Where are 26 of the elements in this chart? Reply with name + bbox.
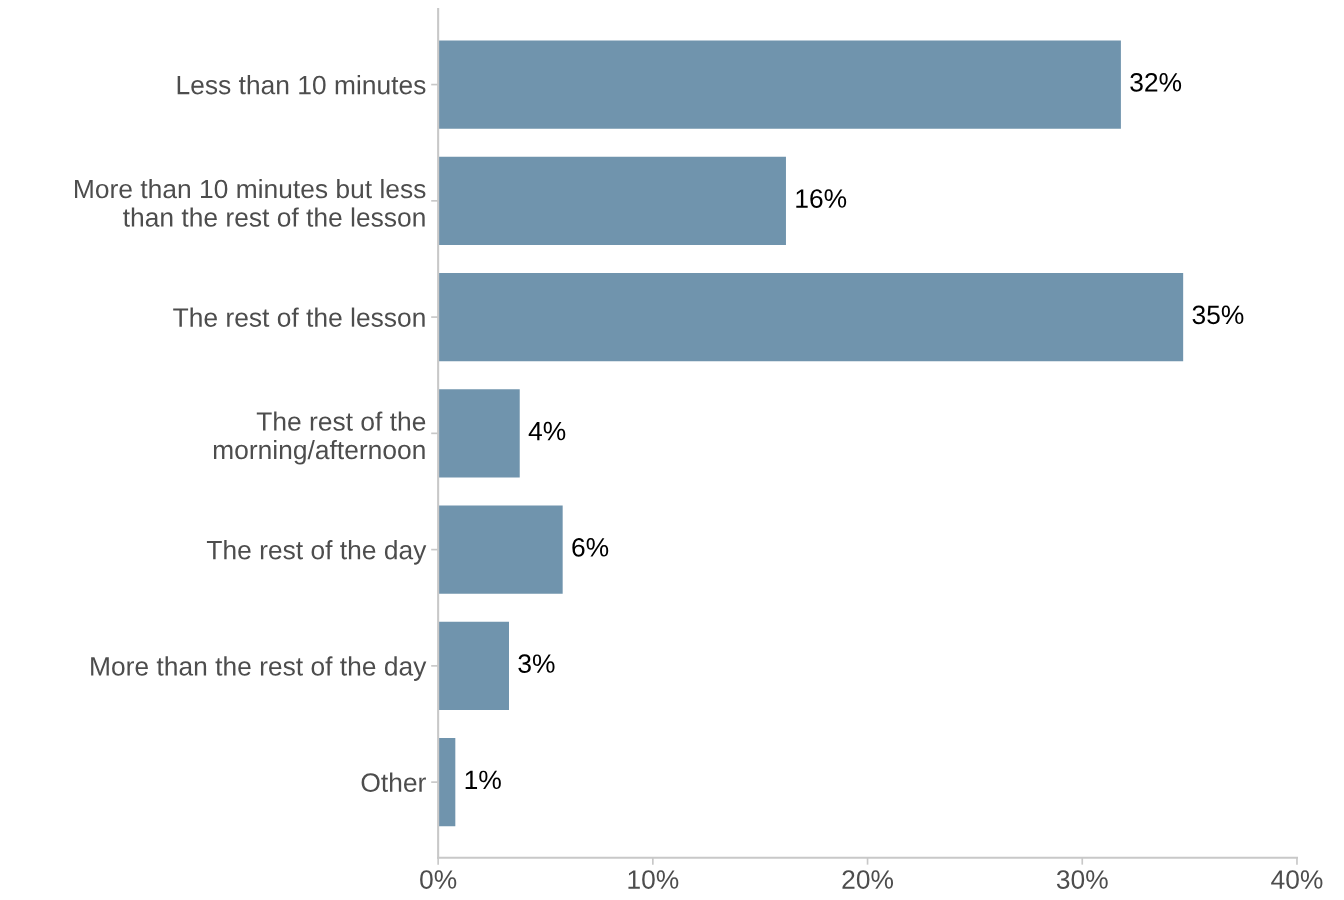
x-tick-label: 10% bbox=[628, 870, 679, 889]
y-tick-label: The rest of the day bbox=[206, 540, 427, 565]
data-label: 16% bbox=[796, 189, 847, 208]
data-label: 3% bbox=[518, 654, 555, 673]
y-tick-label: Other bbox=[361, 772, 426, 792]
data-label: 1% bbox=[465, 770, 501, 790]
data-label: 32% bbox=[1130, 72, 1182, 92]
x-tick-label: 0% bbox=[420, 870, 457, 889]
x-tick-label: 20% bbox=[842, 870, 894, 889]
bar bbox=[438, 737, 456, 827]
bar bbox=[438, 389, 520, 478]
bar bbox=[438, 505, 563, 594]
y-tick-label: The rest of the lesson bbox=[173, 307, 425, 327]
bar bbox=[438, 621, 509, 711]
data-label: 4% bbox=[528, 421, 566, 441]
data-label: 35% bbox=[1192, 305, 1244, 325]
bar bbox=[438, 156, 786, 246]
bar bbox=[438, 272, 1184, 362]
y-tick-label: More than the rest of the day bbox=[91, 656, 427, 681]
x-tick-label: 30% bbox=[1056, 870, 1108, 889]
y-tick-label: More than 10 minutes but less than the rest of the lesson bbox=[75, 178, 426, 227]
x-tick-label: 40% bbox=[1271, 870, 1323, 889]
data-label: 6% bbox=[572, 538, 609, 557]
bar bbox=[438, 40, 1121, 129]
y-tick-label: Less than 10 minutes bbox=[177, 75, 426, 95]
y-tick-label: The rest of the morning/afternoon bbox=[213, 411, 426, 465]
